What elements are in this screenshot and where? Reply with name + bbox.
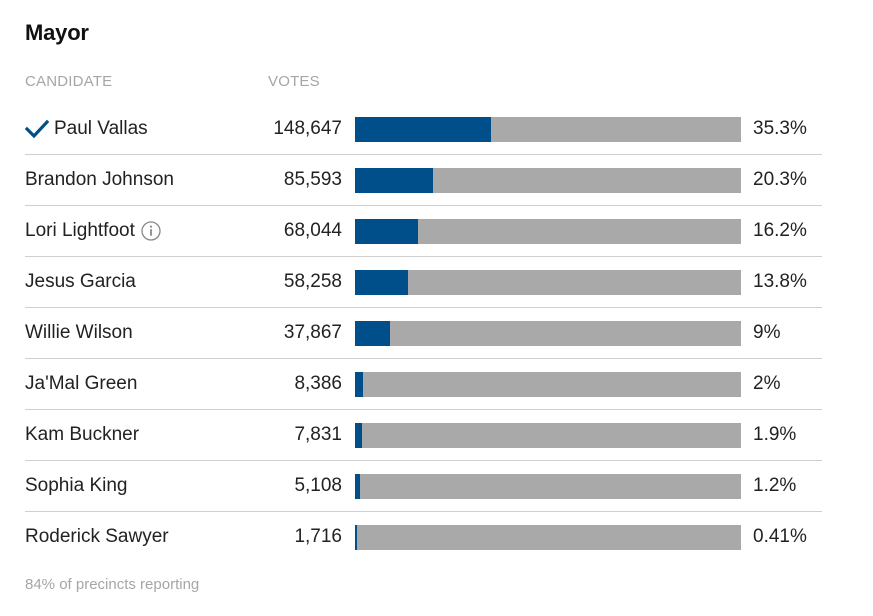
vote-percent: 13.8% (753, 271, 807, 292)
vote-count: 58,258 (283, 271, 342, 292)
vote-share-bar (355, 270, 409, 295)
candidate-cell: Lori Lightfoot (25, 206, 161, 256)
candidate-cell: Sophia King (25, 461, 127, 511)
vote-count: 37,867 (283, 322, 342, 343)
bar-track (355, 168, 741, 193)
vote-percent: 2% (753, 373, 781, 394)
bar-track (355, 423, 741, 448)
vote-percent: 20.3% (753, 169, 807, 190)
candidate-column-header: CANDIDATE (25, 73, 113, 90)
result-row: Kam Buckner 7,831 1.9% (25, 410, 822, 461)
vote-count: 68,044 (283, 220, 342, 241)
candidate-name: Lori Lightfoot (25, 220, 135, 241)
candidate-name: Paul Vallas (54, 118, 148, 139)
vote-share-bar (355, 474, 360, 499)
candidate-name: Jesus Garcia (25, 271, 136, 292)
results-table: Paul Vallas 148,647 35.3% Brandon Johnson 85… (25, 104, 822, 562)
bar-track (355, 219, 741, 244)
result-row: Willie Wilson 37,867 9% (25, 308, 822, 359)
vote-percent: 1.9% (753, 424, 797, 445)
bar-track (355, 117, 741, 142)
vote-percent: 16.2% (753, 220, 807, 241)
result-row: Sophia King 5,108 1.2% (25, 461, 822, 512)
candidate-cell: Jesus Garcia (25, 257, 136, 307)
vote-count: 5,108 (294, 475, 342, 496)
bar-track (355, 321, 741, 346)
candidate-name: Ja'Mal Green (25, 373, 138, 394)
result-row: Paul Vallas 148,647 35.3% (25, 104, 822, 155)
vote-share-bar (355, 525, 357, 550)
vote-count: 85,593 (283, 169, 342, 190)
vote-percent: 35.3% (753, 118, 807, 139)
vote-share-bar (355, 117, 492, 142)
bar-track (355, 270, 741, 295)
bar-track (355, 372, 741, 397)
winner-check-icon (25, 119, 49, 139)
vote-share-bar (355, 372, 363, 397)
result-row: Brandon Johnson 85,593 20.3% (25, 155, 822, 206)
vote-share-bar (355, 168, 434, 193)
candidate-cell: Paul Vallas (25, 104, 148, 154)
info-icon[interactable] (141, 221, 161, 241)
precincts-reporting-note: 84% of precincts reporting (25, 576, 200, 593)
vote-share-bar (355, 219, 418, 244)
vote-count: 8,386 (294, 373, 342, 394)
votes-column-header: VOTES (268, 73, 320, 90)
vote-count: 148,647 (273, 118, 342, 139)
candidate-cell: Brandon Johnson (25, 155, 174, 205)
vote-percent: 0.41% (753, 526, 807, 547)
vote-count: 1,716 (294, 526, 342, 547)
candidate-cell: Ja'Mal Green (25, 359, 137, 409)
candidate-name: Willie Wilson (25, 322, 133, 343)
vote-percent: 9% (753, 322, 781, 343)
candidate-cell: Willie Wilson (25, 308, 133, 358)
bar-track (355, 474, 741, 499)
candidate-name: Sophia King (25, 475, 128, 496)
vote-percent: 1.2% (753, 475, 797, 496)
candidate-name: Roderick Sawyer (25, 526, 169, 547)
result-row: Ja'Mal Green 8,386 2% (25, 359, 822, 410)
result-row: Jesus Garcia 58,258 13.8% (25, 257, 822, 308)
vote-share-bar (355, 423, 363, 448)
candidate-name: Brandon Johnson (25, 169, 174, 190)
bar-track (355, 525, 741, 550)
vote-share-bar (355, 321, 390, 346)
candidate-cell: Roderick Sawyer (25, 512, 169, 562)
race-title: Mayor (25, 20, 89, 45)
candidate-name: Kam Buckner (25, 424, 140, 445)
candidate-cell: Kam Buckner (25, 410, 139, 460)
result-row: Roderick Sawyer 1,716 0.41% (25, 512, 822, 562)
vote-count: 7,831 (294, 424, 342, 445)
result-row: Lori Lightfoot 68,044 16.2% (25, 206, 822, 257)
